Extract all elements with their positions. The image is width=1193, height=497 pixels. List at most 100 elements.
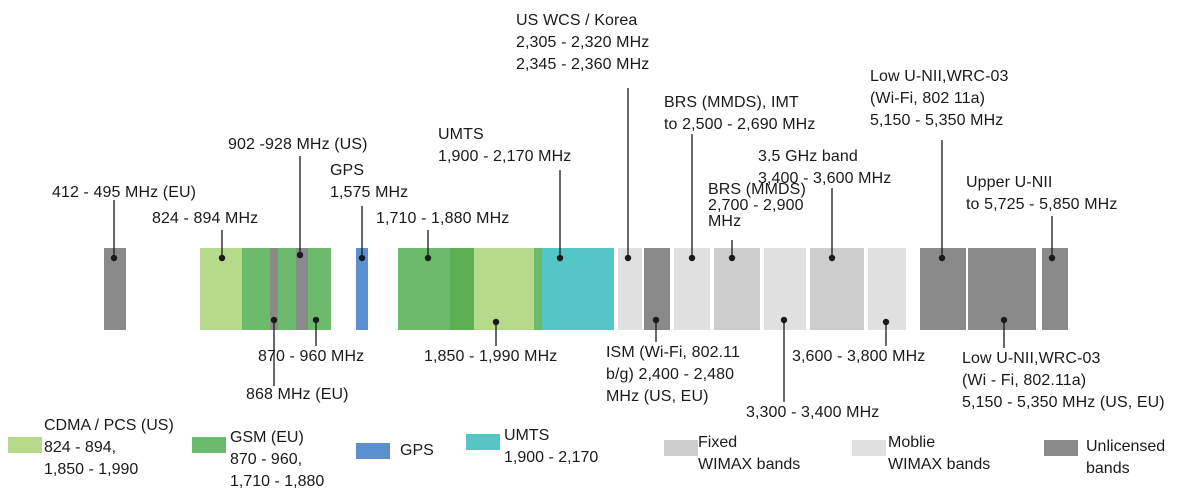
band-gsm-870-960 <box>242 248 296 330</box>
leader-brs-imt-dot <box>688 254 696 262</box>
label-3-5ghz: 3.5 GHz band 3,400 - 3,600 MHz <box>758 146 891 190</box>
leader-ism-dot <box>652 316 660 324</box>
label-824-894-line: 824 - 894 MHz <box>152 210 259 227</box>
label-412-495-eu-line: 412 - 495 MHz (EU) <box>52 184 197 201</box>
band-3300-3400 <box>764 248 806 330</box>
leader-3300-dot <box>780 316 788 324</box>
legend-umts-text-line: UMTS <box>504 427 550 444</box>
leader-low-unii-2-dot <box>1000 316 1008 324</box>
label-low-unii-bottom: Low U-NII,WRC-03 (Wi - Fi, 802.11a) 5,150 … <box>962 348 1165 414</box>
band-412-495 <box>104 248 126 330</box>
legend-gsm-text-line: 1,710 - 1,880 <box>230 473 325 490</box>
label-brs-imt-line: BRS (MMDS), IMT <box>664 94 799 111</box>
label-brs-mmds-line: 2,700 - 2,900 <box>708 197 804 214</box>
label-low-unii-bottom-line: 5,150 - 5,350 MHz (US, EU) <box>962 394 1165 411</box>
label-brs-imt-line: to 2,500 - 2,690 MHz <box>664 116 816 133</box>
legend-cdma-text-line: CDMA / PCS (US) <box>44 417 174 434</box>
label-1710-1880-line: 1,710 - 1,880 MHz <box>376 210 510 227</box>
band-gsm-upper <box>308 248 331 330</box>
leader-gps-dot <box>358 254 366 262</box>
label-us-wcs-korea-line: US WCS / Korea <box>516 12 638 29</box>
band-902-928 <box>296 248 308 330</box>
band-gps <box>356 248 368 330</box>
leader-wcs-dot <box>624 254 632 262</box>
label-low-unii-top-line: Low U-NII,WRC-03 <box>870 68 1009 85</box>
leader-low-unii-dot <box>938 254 946 262</box>
label-3-5ghz-line: 3.5 GHz band <box>758 148 858 165</box>
leader-902-dot <box>296 251 304 259</box>
band-brs-mmds <box>714 248 760 330</box>
label-1850-1990-line: 1,850 - 1,990 MHz <box>424 348 558 365</box>
band-us-wcs <box>618 248 642 330</box>
label-low-unii-top-line: 5,150 - 5,350 MHz <box>870 112 1004 129</box>
legend-unlicensed-text-line: Unlicensed <box>1086 438 1166 455</box>
label-3-5ghz-line: 3,400 - 3,600 MHz <box>758 170 892 187</box>
leader-3-5ghz-dot <box>828 254 836 262</box>
label-us-wcs-korea: US WCS / Korea 2,305 - 2,320 MHz 2,345 - 2… <box>516 10 649 76</box>
label-low-unii-bottom-line: Low U-NII,WRC-03 <box>962 350 1101 367</box>
label-upper-unii: Upper U-NII to 5,725 - 5,850 MHz <box>966 172 1117 216</box>
legend-mobile-wimax-text: Moblie WIMAX bands <box>888 432 990 476</box>
legend-swatch-gsm <box>192 437 226 453</box>
label-868-eu: 868 MHz (EU) <box>246 384 349 406</box>
leader-3600-dot <box>882 318 890 326</box>
legend-swatch-gps <box>356 443 390 459</box>
label-824-894: 824 - 894 MHz <box>152 208 258 230</box>
leader-brs-mmds-dot <box>728 254 736 262</box>
band-umts <box>542 248 614 330</box>
legend-swatch-fixed-wimax <box>664 440 698 456</box>
band-824-894-cdma <box>200 248 242 330</box>
label-low-unii-top: Low U-NII,WRC-03 (Wi-Fi, 802 11a) 5,150 - … <box>870 66 1009 132</box>
label-umts-line: UMTS <box>438 126 484 143</box>
leader-870-dot <box>312 316 320 324</box>
legend-umts-text-line: 1,900 - 2,170 <box>504 449 599 466</box>
band-upper-unii <box>1042 248 1068 330</box>
legend-swatch-unlicensed <box>1044 440 1078 456</box>
legend-cdma-text: CDMA / PCS (US) 824 - 894, 1,850 - 1,990 <box>44 415 174 481</box>
label-868-eu-line: 868 MHz (EU) <box>246 386 349 403</box>
leader-868-dot <box>270 316 278 324</box>
band-umts-edge <box>534 248 542 330</box>
leader-umts-dot <box>556 254 564 262</box>
label-3600-3800: 3,600 - 3,800 MHz <box>792 346 925 368</box>
label-3300-3400: 3,300 - 3,400 MHz <box>746 402 879 424</box>
band-868-eu <box>270 248 278 330</box>
band-low-unii-2 <box>968 248 1036 330</box>
legend-unlicensed-text-line: bands <box>1086 460 1130 477</box>
label-low-unii-bottom-line: (Wi - Fi, 802.11a) <box>962 372 1087 389</box>
legend-fixed-wimax-text: Fixed WIMAX bands <box>698 432 800 476</box>
label-umts: UMTS 1,900 - 2,170 MHz <box>438 124 571 168</box>
leader-upper-unii-dot <box>1048 254 1056 262</box>
legend-swatch-cdma <box>8 437 42 453</box>
label-870-960: 870 - 960 MHz <box>258 346 364 368</box>
label-902-928-us-line: 902 -928 MHz (US) <box>228 136 368 153</box>
label-gps-line: 1,575 MHz <box>330 184 409 201</box>
legend-swatch-umts <box>466 434 500 450</box>
legend-cdma-text-line: 1,850 - 1,990 <box>44 461 139 478</box>
label-upper-unii-line: to 5,725 - 5,850 MHz <box>966 196 1118 213</box>
label-upper-unii-line: Upper U-NII <box>966 174 1053 191</box>
label-brs-mmds-line: MHz <box>708 213 742 230</box>
label-902-928-us: 902 -928 MHz (US) <box>228 134 368 156</box>
label-brs-imt: BRS (MMDS), IMT to 2,500 - 2,690 MHz <box>664 92 815 136</box>
leader-412-dot <box>110 254 118 262</box>
leader-824-dot <box>218 254 226 262</box>
label-umts-line: 1,900 - 2,170 MHz <box>438 148 572 165</box>
legend-gsm-text-line: 870 - 960, <box>230 451 303 468</box>
label-gps-line: GPS <box>330 162 365 179</box>
label-870-960-line: 870 - 960 MHz <box>258 348 365 365</box>
legend-mobile-wimax-text-line: WIMAX bands <box>888 456 991 473</box>
label-us-wcs-korea-line: 2,345 - 2,360 MHz <box>516 56 650 73</box>
band-1850-1990 <box>474 248 534 330</box>
legend-cdma-text-line: 824 - 894, <box>44 439 117 456</box>
band-low-unii <box>920 248 966 330</box>
legend-mobile-wimax-text-line: Moblie <box>888 434 936 451</box>
band-brs-imt <box>674 248 710 330</box>
label-1850-1990: 1,850 - 1,990 MHz <box>424 346 557 368</box>
band-1710-1880 <box>398 248 450 330</box>
label-ism-line: MHz (US, EU) <box>606 388 709 405</box>
label-us-wcs-korea-line: 2,305 - 2,320 MHz <box>516 34 650 51</box>
legend-gsm-text: GSM (EU) 870 - 960, 1,710 - 1,880 <box>230 427 324 493</box>
band-3-5ghz <box>810 248 864 330</box>
